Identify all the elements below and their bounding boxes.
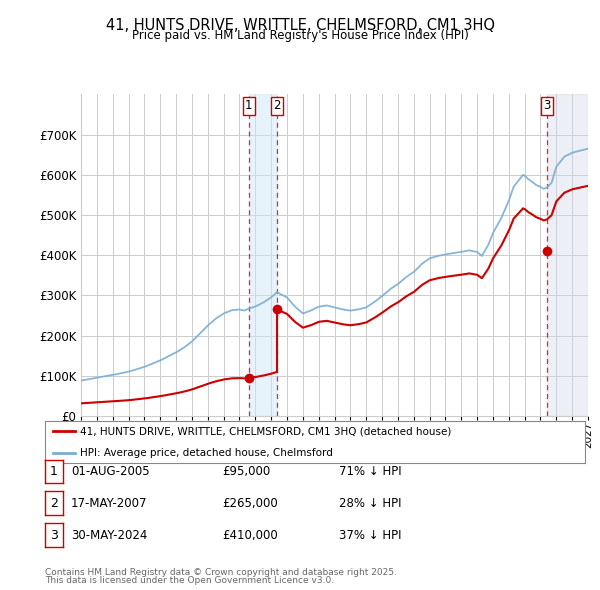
Text: 01-AUG-2005: 01-AUG-2005 xyxy=(71,465,149,478)
Text: 28% ↓ HPI: 28% ↓ HPI xyxy=(339,497,401,510)
Text: 3: 3 xyxy=(543,99,551,112)
Text: 3: 3 xyxy=(50,529,58,542)
Text: 2: 2 xyxy=(50,497,58,510)
Text: 1: 1 xyxy=(50,465,58,478)
Text: Contains HM Land Registry data © Crown copyright and database right 2025.: Contains HM Land Registry data © Crown c… xyxy=(45,568,397,577)
Text: £410,000: £410,000 xyxy=(222,529,278,542)
Text: 17-MAY-2007: 17-MAY-2007 xyxy=(71,497,148,510)
Text: 71% ↓ HPI: 71% ↓ HPI xyxy=(339,465,401,478)
Text: Price paid vs. HM Land Registry's House Price Index (HPI): Price paid vs. HM Land Registry's House … xyxy=(131,29,469,42)
Bar xyxy=(547,94,588,416)
Text: 1: 1 xyxy=(245,99,253,112)
Text: £265,000: £265,000 xyxy=(222,497,278,510)
Text: 2: 2 xyxy=(273,99,281,112)
Text: 41, HUNTS DRIVE, WRITTLE, CHELMSFORD, CM1 3HQ (detached house): 41, HUNTS DRIVE, WRITTLE, CHELMSFORD, CM… xyxy=(80,427,451,436)
Text: 37% ↓ HPI: 37% ↓ HPI xyxy=(339,529,401,542)
Text: 41, HUNTS DRIVE, WRITTLE, CHELMSFORD, CM1 3HQ: 41, HUNTS DRIVE, WRITTLE, CHELMSFORD, CM… xyxy=(106,18,494,32)
Text: £95,000: £95,000 xyxy=(222,465,270,478)
Bar xyxy=(248,94,277,416)
Text: 30-MAY-2024: 30-MAY-2024 xyxy=(71,529,147,542)
Text: HPI: Average price, detached house, Chelmsford: HPI: Average price, detached house, Chel… xyxy=(80,448,333,457)
Text: This data is licensed under the Open Government Licence v3.0.: This data is licensed under the Open Gov… xyxy=(45,576,334,585)
